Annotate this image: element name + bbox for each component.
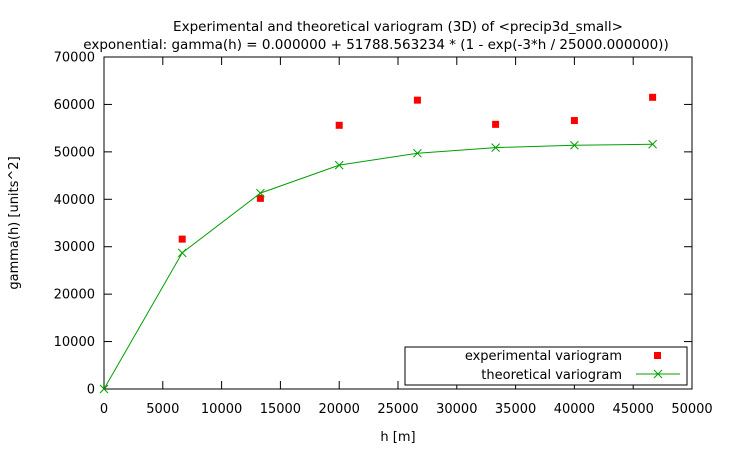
experimental-point	[492, 120, 500, 128]
x-tick-label: 40000	[554, 402, 595, 417]
theoretical-point	[648, 139, 657, 149]
y-tick-label: 30000	[54, 240, 95, 255]
experimental-point	[413, 96, 421, 104]
legend-box	[404, 346, 688, 386]
x-tick-label: 50000	[671, 402, 712, 417]
plot-frame	[103, 56, 693, 390]
theoretical-point	[570, 140, 579, 150]
experimental-point	[256, 194, 264, 202]
theoretical-point	[413, 148, 422, 158]
x-tick-label: 5000	[146, 402, 179, 417]
y-tick-label: 50000	[54, 145, 95, 160]
x-tick-label: 30000	[436, 402, 477, 417]
series-1	[99, 139, 657, 394]
legend: experimental variogram theoretical vario…	[404, 346, 688, 386]
theoretical-point	[256, 188, 265, 198]
y-tick-label: 60000	[54, 98, 95, 113]
theoretical-point	[99, 384, 109, 394]
experimental-point	[335, 121, 343, 129]
x-tick-label: 45000	[613, 402, 654, 417]
chart-title-line1: Experimental and theoretical variogram (…	[173, 19, 623, 35]
x-tick-label: 20000	[319, 402, 360, 417]
legend-marker-experimental	[654, 352, 661, 359]
theoretical-point	[491, 143, 500, 152]
x-tick-label: 35000	[495, 402, 536, 417]
x-tick-label: 15000	[260, 402, 301, 417]
theoretical-point	[334, 160, 344, 170]
plot-area-border	[103, 56, 693, 390]
y-tick-label: 40000	[54, 193, 95, 208]
series-0	[178, 93, 657, 243]
chart-title-line2: exponential: gamma(h) = 0.000000 + 51788…	[83, 37, 668, 53]
theoretical-curve	[103, 143, 653, 390]
y-axis-label: gamma(h) [units^2]	[7, 156, 22, 289]
y-axis-ticks: 0 10000 20000 30000 40000 50000 60000 70000	[54, 51, 692, 398]
theoretical-point	[177, 248, 187, 258]
experimental-point	[649, 93, 657, 101]
x-axis-label: h [m]	[380, 430, 415, 445]
experimental-point	[178, 235, 186, 243]
y-tick-label: 0	[87, 383, 95, 398]
legend-label-theoretical: theoretical variogram	[481, 368, 622, 383]
x-tick-label: 25000	[377, 402, 418, 417]
x-tick-label: 0	[100, 402, 108, 417]
legend-marker-theoretical	[653, 369, 663, 379]
series-layer	[99, 93, 657, 394]
experimental-point	[570, 117, 578, 125]
y-tick-label: 10000	[54, 335, 95, 350]
legend-label-experimental: experimental variogram	[465, 349, 622, 364]
y-tick-label: 70000	[54, 51, 95, 66]
y-tick-label: 20000	[54, 288, 95, 303]
x-tick-label: 10000	[201, 402, 242, 417]
